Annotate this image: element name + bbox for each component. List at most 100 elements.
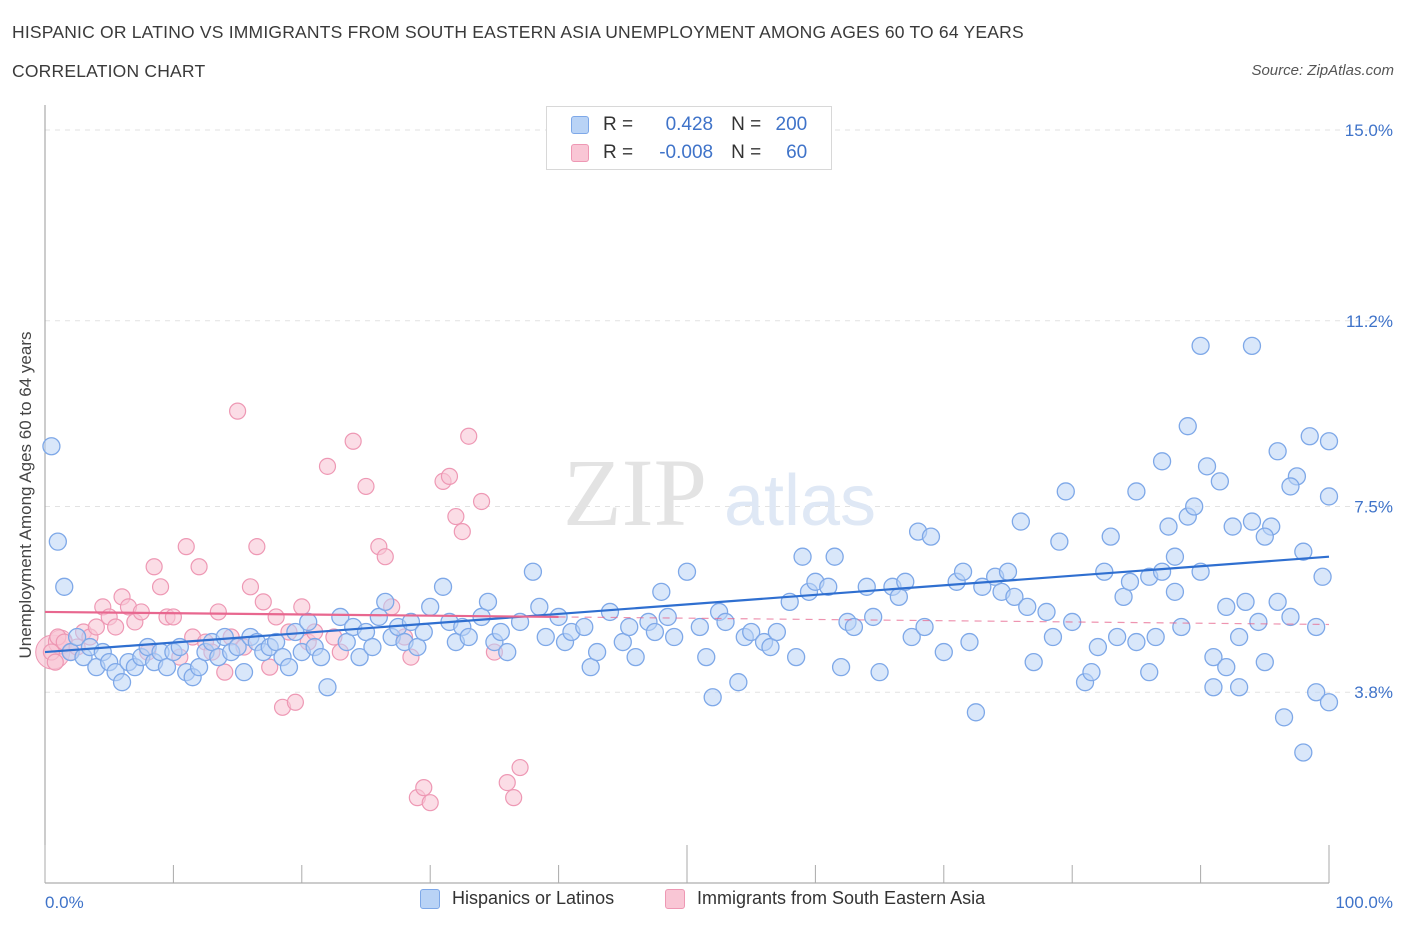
data-point: [1204, 647, 1223, 667]
data-point: [1268, 592, 1287, 612]
legend-row-blue: R = 0.428 N = 200: [571, 112, 807, 138]
data-point: [318, 678, 337, 697]
data-point: [1095, 562, 1114, 581]
data-point: [279, 657, 299, 677]
y-tick-label: 3.8%: [1354, 683, 1393, 702]
data-point: [626, 647, 645, 667]
data-point: [299, 612, 318, 632]
data-point: [677, 562, 697, 581]
data-point: [498, 642, 517, 662]
data-point: [55, 577, 74, 596]
data-point: [46, 653, 64, 671]
data-point: [478, 592, 498, 612]
blue-trend-line: [44, 555, 1330, 654]
data-point: [1249, 612, 1268, 632]
bottom-legend-blue: Hispanics or Latinos: [420, 888, 614, 909]
data-point: [915, 617, 934, 637]
data-point: [261, 658, 279, 676]
legend-r-value: 0.428: [665, 114, 714, 135]
data-point: [1005, 587, 1024, 607]
trend-lines: [44, 555, 1330, 654]
data-point: [447, 507, 465, 526]
data-point: [1236, 592, 1255, 612]
data-point: [1043, 627, 1063, 647]
data-point: [620, 617, 639, 637]
data-point: [267, 608, 285, 626]
data-point: [1152, 452, 1172, 471]
data-point: [1281, 477, 1300, 496]
y-tick-label: 15.0%: [1345, 121, 1393, 140]
data-point: [1300, 427, 1319, 446]
data-point: [408, 637, 427, 657]
data-point: [1050, 532, 1069, 551]
data-point: [145, 558, 163, 576]
data-point: [716, 612, 735, 632]
data-point: [1204, 678, 1223, 697]
data-point: [511, 758, 529, 777]
data-point: [1140, 663, 1159, 682]
data-point: [1120, 572, 1140, 591]
data-point: [112, 673, 132, 692]
data-point: [344, 432, 362, 450]
data-point: [870, 663, 889, 682]
data-point: [1172, 617, 1191, 637]
y-tick-label: 7.5%: [1354, 498, 1393, 517]
data-point: [1165, 547, 1185, 566]
data-point: [1242, 512, 1262, 531]
y-tick-label: 11.2%: [1346, 312, 1393, 331]
data-point: [742, 622, 761, 642]
data-point: [472, 492, 491, 511]
data-point: [177, 538, 195, 556]
data-point: [293, 598, 311, 616]
axes: [44, 105, 1330, 884]
data-point: [151, 578, 170, 596]
data-point: [266, 632, 286, 652]
data-point: [1268, 442, 1287, 461]
data-point: [460, 427, 478, 445]
data-point: [587, 642, 607, 662]
data-point: [1307, 617, 1326, 637]
x-tick-label: 100.0%: [1335, 893, 1393, 912]
data-point: [1107, 627, 1127, 647]
data-point: [421, 794, 439, 812]
chart-subtitle: CORRELATION CHART: [12, 61, 206, 81]
data-point: [1255, 652, 1274, 672]
data-point: [1197, 457, 1217, 476]
data-point: [440, 467, 459, 485]
data-point: [459, 627, 478, 647]
data-point: [1127, 482, 1146, 501]
data-point: [453, 522, 471, 541]
data-point: [164, 608, 182, 626]
data-point: [530, 597, 549, 617]
data-point: [1313, 567, 1332, 586]
bottom-legend-pink: Immigrants from South Eastern Asia: [665, 888, 985, 909]
data-point: [1281, 607, 1300, 627]
data-point: [1274, 708, 1294, 727]
data-point: [376, 592, 395, 612]
data-point: [1178, 417, 1197, 436]
data-point: [1210, 472, 1230, 491]
legend-n-label: N =: [731, 142, 762, 163]
legend-r-value: -0.008: [659, 142, 714, 163]
data-point: [1255, 527, 1274, 546]
data-point: [1114, 587, 1133, 607]
data-point: [1217, 657, 1236, 677]
data-point: [1185, 497, 1204, 516]
data-point: [1217, 597, 1236, 617]
data-point: [376, 548, 394, 566]
pink-series-points: [35, 402, 529, 812]
data-point: [786, 647, 806, 667]
data-point: [953, 562, 973, 581]
data-point: [1024, 652, 1043, 672]
data-point: [48, 532, 67, 551]
data-point: [652, 582, 671, 601]
data-point: [613, 632, 632, 652]
data-point: [1319, 432, 1339, 451]
data-point: [241, 578, 260, 596]
data-point: [87, 618, 105, 636]
data-point: [536, 627, 555, 647]
data-point: [1307, 683, 1326, 702]
data-point: [1088, 637, 1108, 657]
data-point: [690, 617, 709, 637]
blue-series-points: [42, 336, 1339, 762]
